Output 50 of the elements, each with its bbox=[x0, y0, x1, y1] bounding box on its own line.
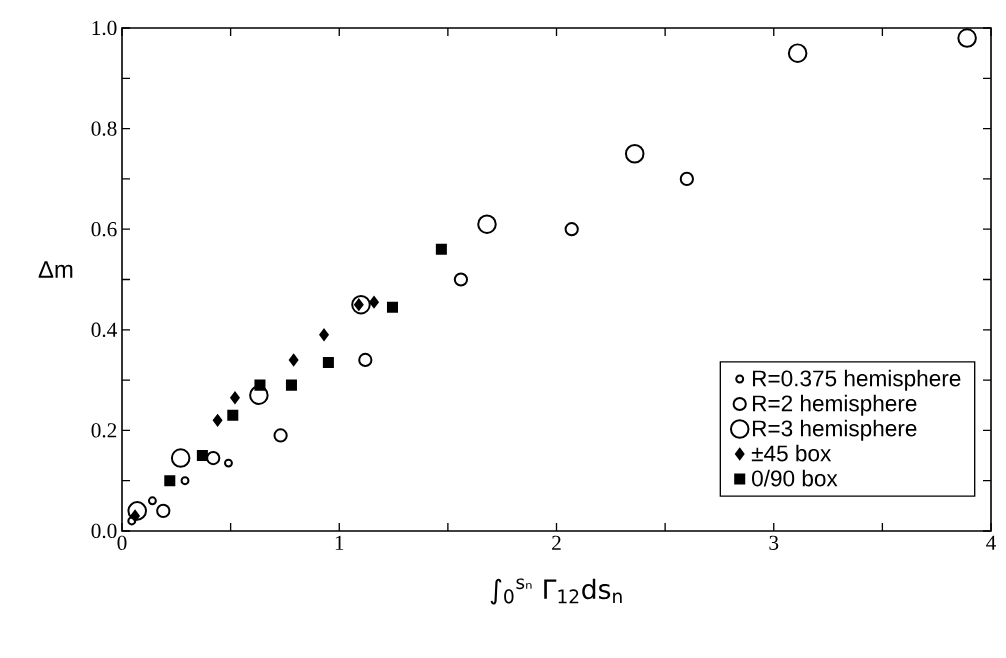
point bbox=[249, 385, 269, 405]
legend-label: 0/90 box bbox=[752, 469, 838, 487]
x-tick-label: 3 bbox=[769, 535, 779, 550]
point bbox=[212, 414, 223, 427]
point bbox=[957, 28, 977, 48]
point bbox=[369, 296, 379, 309]
point bbox=[170, 448, 191, 468]
point bbox=[564, 222, 579, 237]
x-axis-title: ∫$_{0}$$^{sₙ}$ Γ$_{12}$ds$_{n}$ bbox=[490, 578, 622, 605]
point bbox=[127, 501, 147, 521]
y-tick-label: 0.8 bbox=[91, 121, 117, 136]
legend-label: R=2 hemisphere bbox=[752, 394, 917, 416]
y-tick-label: 0.2 bbox=[91, 423, 117, 438]
point bbox=[180, 476, 190, 486]
point bbox=[319, 328, 329, 341]
point bbox=[164, 475, 176, 487]
point bbox=[679, 171, 694, 187]
point bbox=[196, 450, 208, 462]
point bbox=[254, 379, 266, 391]
point bbox=[351, 294, 371, 315]
point bbox=[127, 516, 137, 526]
legend-label: R=3 hemisphere bbox=[752, 419, 917, 441]
x-tick-label: 0 bbox=[117, 535, 127, 551]
point bbox=[273, 428, 288, 443]
legend-label: ±45 box bbox=[751, 444, 832, 462]
y-tick-label: 0.6 bbox=[91, 221, 117, 237]
point bbox=[358, 352, 373, 368]
y-axis-title: Δm bbox=[38, 261, 73, 278]
point bbox=[453, 272, 469, 287]
point bbox=[288, 353, 299, 367]
point bbox=[206, 450, 221, 466]
y-tick-label: 1.0 bbox=[92, 20, 117, 36]
y-tick-label: 0.0 bbox=[91, 523, 117, 539]
point bbox=[285, 379, 297, 391]
point bbox=[624, 143, 645, 164]
point bbox=[227, 409, 239, 421]
point bbox=[230, 391, 240, 404]
point bbox=[224, 458, 233, 468]
point bbox=[435, 243, 447, 255]
point bbox=[147, 496, 157, 506]
point bbox=[787, 43, 808, 63]
point bbox=[322, 356, 334, 369]
x-tick-label: 1 bbox=[335, 535, 344, 550]
point bbox=[156, 503, 171, 518]
point bbox=[386, 301, 398, 313]
y-tick-label: 0.4 bbox=[91, 322, 117, 338]
legend-label: R=0.375 hemisphere bbox=[752, 369, 961, 391]
point bbox=[477, 214, 497, 234]
x-tick-label: 4 bbox=[986, 535, 996, 550]
x-tick-label: 2 bbox=[552, 535, 561, 550]
